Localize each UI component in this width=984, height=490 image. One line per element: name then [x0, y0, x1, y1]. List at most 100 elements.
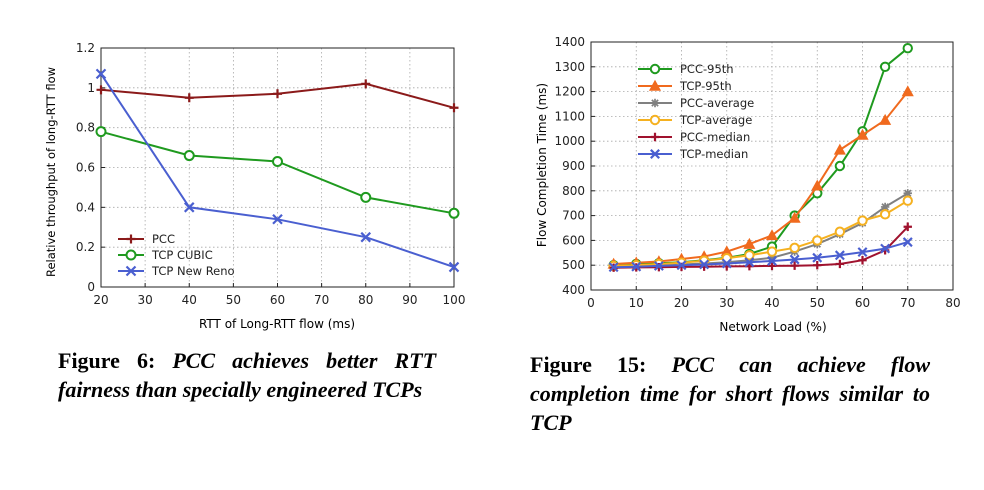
data-point: [789, 242, 800, 254]
figure-6-caption: Figure 6: PCC achieves better RTT fairne…: [58, 346, 436, 404]
series-pcc: [96, 79, 459, 113]
figure-6-text: PCC achieves better RTT fairness than sp…: [58, 348, 437, 402]
x-tick-label: 30: [137, 293, 152, 307]
legend-item: PCC-median: [638, 130, 750, 144]
data-point: [902, 237, 913, 248]
y-tick-label: 1400: [554, 35, 585, 49]
legend-item: PCC: [118, 232, 175, 246]
x-tick-label: 20: [93, 293, 108, 307]
legend-item: TCP-average: [638, 113, 752, 127]
figure-6-label: Figure 6:: [58, 348, 156, 373]
data-point: [360, 231, 372, 243]
rtt-fairness-chart: 20 30 40 50 60 70 80 90 100 0 0.2 0.4 0.6 0.8 1 1.2 RTT…: [44, 41, 465, 331]
x-axis-label: RTT of Long-RTT flow (ms): [199, 317, 355, 331]
legend-marker: [125, 265, 137, 277]
data-point: [631, 261, 642, 272]
y-tick-label: 1300: [554, 60, 585, 74]
series-line: [613, 241, 909, 269]
figure-15-label: Figure 15:: [530, 352, 647, 377]
data-point: [789, 254, 800, 265]
y-tick-label: 1200: [554, 85, 585, 99]
data-point: [96, 85, 106, 95]
data-point: [858, 256, 867, 265]
y-tick-label: 0: [87, 280, 95, 294]
legend-marker: [649, 63, 661, 75]
x-tick-label: 20: [674, 296, 689, 310]
x-tick-label: 70: [314, 293, 329, 307]
x-tick-label: 50: [226, 293, 241, 307]
data-point: [184, 93, 194, 103]
legend-marker: [650, 132, 660, 142]
legend-marker: [125, 249, 137, 261]
legend-label: PCC-average: [680, 96, 754, 110]
x-axis-label: Network Load (%): [719, 320, 826, 334]
data-point: [834, 226, 846, 237]
x-tick-label: 40: [764, 296, 779, 310]
chart-axes: [100, 47, 455, 288]
figure-15-caption: Figure 15: PCC can achieve flow completi…: [530, 350, 930, 437]
legend-item: TCP New Reno: [118, 264, 235, 278]
data-point: [183, 202, 195, 213]
data-point: [788, 211, 801, 223]
x-tick-label: 90: [402, 293, 417, 307]
data-point: [834, 160, 846, 172]
x-tick-label: 60: [270, 293, 285, 307]
flow-completion-chart: 0 10 20 30 40 50 60 70 80 400 500 600 700 800 900 1000 1…: [535, 35, 961, 334]
series-tcp-cubic: [95, 126, 460, 219]
y-tick-label: 0.4: [76, 200, 95, 214]
series-tcp-new-reno: [95, 68, 460, 273]
series-line: [613, 192, 909, 268]
data-point: [448, 261, 460, 273]
data-point: [360, 191, 372, 203]
data-point: [879, 61, 891, 73]
series-tcp-95th: [607, 85, 914, 269]
x-tick-label: 40: [182, 293, 197, 307]
data-point: [811, 179, 824, 191]
y-axis-label: Relative throughput of long-RTT flow: [44, 67, 58, 277]
x-tick-label: 80: [945, 296, 960, 310]
data-point: [767, 261, 777, 271]
legend-label: PCC-median: [680, 130, 750, 144]
y-tick-label: 1.2: [76, 41, 95, 55]
legend-marker: [650, 149, 660, 159]
series-layer: [607, 43, 914, 273]
legend-label: TCP-95th: [679, 79, 732, 93]
data-point: [766, 246, 778, 257]
data-point: [273, 89, 282, 99]
chart-legend: PCC TCP CUBIC TCP New Reno: [118, 232, 235, 278]
data-point: [857, 247, 868, 258]
legend-item: TCP-median: [638, 147, 748, 161]
data-point: [857, 215, 868, 226]
data-point: [608, 262, 619, 273]
chart-legend: PCC-95th TCP-95th PCC-average TCP-average PC…: [638, 62, 754, 161]
legend-item: PCC-95th: [638, 62, 734, 76]
legend-label: TCP-median: [679, 147, 748, 161]
data-point: [813, 261, 822, 270]
data-point: [880, 243, 891, 254]
data-point: [765, 229, 779, 241]
x-tick-label: 10: [629, 296, 644, 310]
y-tick-label: 0.8: [76, 121, 95, 135]
data-point: [790, 261, 799, 270]
y-tick-label: 0.2: [76, 240, 95, 254]
data-point: [95, 126, 107, 138]
legend-item: TCP-95th: [638, 79, 732, 93]
series-line: [613, 199, 909, 267]
data-point: [272, 156, 283, 168]
y-tick-label: 1: [87, 81, 95, 95]
legend-label: TCP CUBIC: [151, 248, 213, 262]
legend-label: PCC: [152, 232, 175, 246]
legend-marker: [126, 234, 136, 244]
data-point: [448, 207, 460, 219]
data-point: [95, 68, 107, 80]
data-point: [767, 256, 777, 266]
legend-label: TCP New Reno: [151, 264, 235, 278]
legend-item: PCC-average: [638, 96, 754, 110]
data-point: [879, 113, 892, 125]
x-tick-label: 30: [719, 296, 734, 310]
data-point: [902, 43, 913, 54]
data-point: [833, 143, 846, 155]
data-point: [856, 128, 869, 140]
data-point: [901, 85, 914, 97]
data-point: [880, 202, 890, 212]
